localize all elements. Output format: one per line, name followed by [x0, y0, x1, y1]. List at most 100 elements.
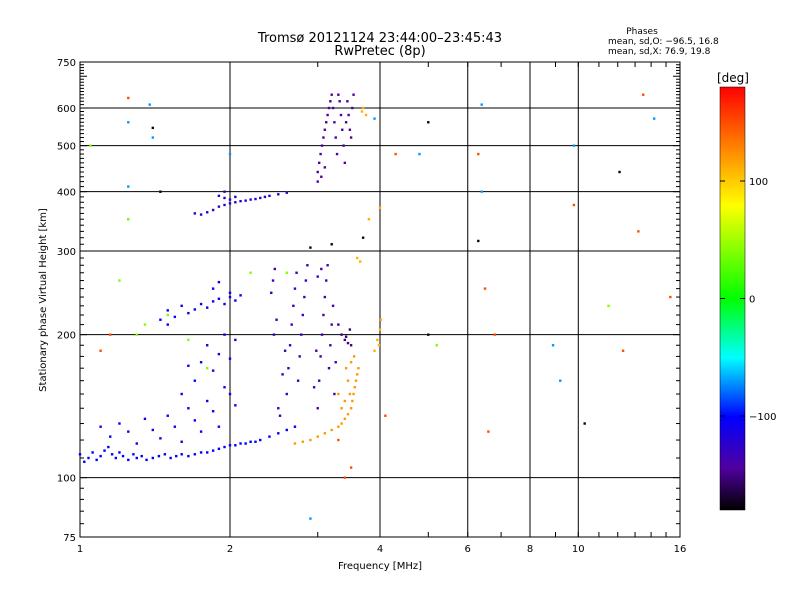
- data-point: [109, 435, 112, 438]
- data-point: [145, 458, 148, 462]
- data-point: [228, 291, 232, 295]
- data-point: [234, 404, 237, 407]
- x-tick-labels: 1 2 4 6 8 10 16: [77, 544, 687, 555]
- data-point: [621, 349, 625, 352]
- data-point: [349, 136, 353, 139]
- data-point: [132, 453, 135, 456]
- data-point: [348, 392, 352, 396]
- data-point: [418, 152, 421, 156]
- data-point: [293, 425, 297, 428]
- data-point: [337, 392, 340, 396]
- data-point: [316, 180, 319, 183]
- x-axis-label: Frequency [MHz]: [338, 561, 422, 572]
- data-point: [340, 422, 343, 425]
- data-point: [293, 442, 297, 445]
- data-point: [239, 199, 242, 203]
- data-point: [325, 121, 328, 124]
- data-point: [583, 422, 586, 425]
- data-point: [121, 454, 125, 458]
- data-point: [315, 349, 318, 352]
- data-point: [376, 338, 379, 342]
- data-point: [199, 213, 203, 216]
- data-point: [551, 344, 555, 347]
- data-point: [330, 243, 333, 246]
- data-point: [211, 410, 215, 413]
- data-point: [244, 199, 247, 202]
- data-point: [254, 440, 257, 443]
- data-point: [268, 194, 271, 198]
- data-point: [234, 338, 237, 342]
- data-point: [159, 190, 162, 193]
- data-point: [309, 517, 312, 520]
- data-point: [285, 392, 288, 396]
- data-point: [477, 239, 480, 243]
- data-point: [180, 392, 183, 396]
- data-point: [211, 208, 215, 212]
- data-point: [339, 113, 343, 117]
- data-point: [361, 236, 365, 239]
- data-point: [348, 128, 352, 131]
- data-point: [353, 386, 356, 389]
- data-point: [346, 413, 350, 416]
- data-point: [394, 152, 397, 156]
- data-point: [373, 349, 376, 352]
- x-tick-label: 8: [527, 544, 533, 555]
- data-point: [180, 440, 183, 443]
- data-point: [329, 100, 332, 103]
- data-point: [325, 279, 328, 282]
- data-point: [148, 103, 151, 106]
- colorbar-tick-label: 0: [749, 295, 755, 306]
- data-point: [99, 349, 102, 352]
- data-point: [151, 456, 155, 460]
- data-point: [572, 203, 576, 207]
- data-point: [127, 458, 130, 462]
- data-point: [151, 428, 155, 432]
- data-point: [223, 203, 226, 207]
- data-point: [364, 113, 368, 117]
- data-point: [337, 93, 340, 96]
- data-point: [427, 121, 430, 124]
- data-point: [223, 302, 226, 306]
- data-point: [480, 190, 483, 193]
- data-point: [331, 106, 335, 110]
- x-tick-label: 16: [674, 544, 687, 555]
- data-point: [337, 323, 340, 326]
- data-point: [378, 206, 382, 209]
- data-point: [354, 379, 358, 382]
- data-point: [211, 369, 215, 372]
- data-point: [290, 323, 293, 326]
- data-point: [151, 136, 155, 139]
- phase-colorbar: [deg] 100 0 −100: [717, 71, 776, 511]
- data-point: [322, 136, 325, 139]
- chart-subtitle: RwPretec (8p): [334, 44, 425, 59]
- data-point: [323, 432, 327, 435]
- data-point: [320, 333, 324, 336]
- data-point: [259, 196, 262, 200]
- data-point: [344, 335, 348, 338]
- data-point: [187, 364, 190, 367]
- data-point: [83, 460, 86, 463]
- data-point: [384, 414, 387, 417]
- data-point: [228, 444, 232, 447]
- y-tick-labels: 75 100 200 300 400 500 600 750: [57, 58, 76, 544]
- data-point: [637, 230, 640, 233]
- data-point: [357, 366, 360, 370]
- data-point: [223, 190, 226, 193]
- data-point: [319, 152, 322, 156]
- data-point: [228, 392, 232, 396]
- data-point: [180, 304, 183, 308]
- data-point: [378, 328, 382, 331]
- data-point: [217, 297, 221, 300]
- data-point: [335, 152, 339, 156]
- data-point: [296, 379, 300, 382]
- data-point: [127, 218, 130, 221]
- data-point: [114, 456, 118, 460]
- data-point: [199, 361, 203, 364]
- data-point: [349, 361, 353, 364]
- data-point: [300, 333, 303, 336]
- data-points: [78, 93, 672, 520]
- data-point: [329, 344, 332, 347]
- data-point: [91, 451, 94, 454]
- data-point: [205, 451, 209, 454]
- data-point: [320, 175, 323, 178]
